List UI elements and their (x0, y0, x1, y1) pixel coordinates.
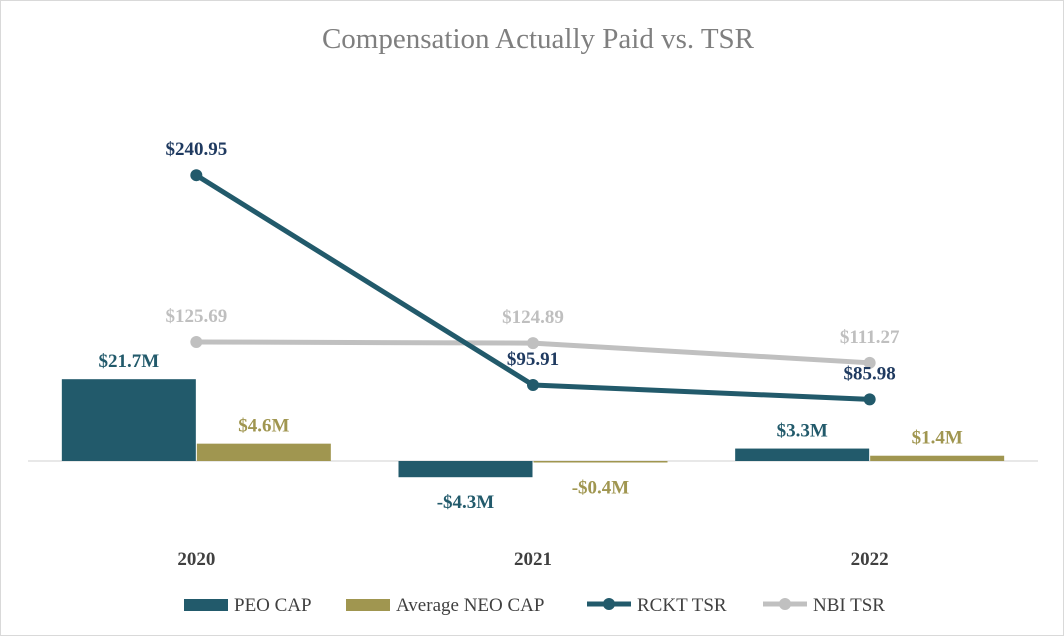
bar-data-label: -$4.3M (437, 492, 495, 513)
line-data-label: $85.98 (844, 363, 896, 384)
x-tick-label: 2022 (851, 549, 889, 570)
bar-data-label: $3.3M (777, 421, 828, 442)
line-point-rckt-tsr-2020 (190, 169, 203, 182)
line-data-label: $111.27 (840, 327, 900, 348)
legend-label: PEO CAP (234, 595, 312, 616)
legend-item-nbi-tsr: NBI TSR (763, 595, 885, 616)
legend-item-rckt-tsr: RCKT TSR (587, 595, 727, 616)
x-tick-label: 2020 (177, 549, 215, 570)
data-labels-layer: $21.7M -$4.3M $3.3M $4.6M -$0.4M $1.4M $125.69… (98, 139, 962, 513)
bar-peo-cap-2022 (735, 448, 870, 461)
legend-swatch (184, 599, 228, 611)
bar-data-label: $4.6M (238, 416, 289, 437)
bar-peo-cap-2021 (398, 461, 533, 478)
line-point-rckt-tsr-2022 (863, 393, 876, 406)
legend-label: Average NEO CAP (396, 595, 544, 616)
category-labels-layer: 2020 2021 2022 (177, 549, 888, 570)
bar-data-label: -$0.4M (572, 478, 630, 499)
bar-average-neo-cap-2022 (870, 455, 1005, 461)
line-data-label: $240.95 (165, 139, 227, 160)
line-data-label: $95.91 (507, 349, 559, 370)
legend-label: NBI TSR (813, 595, 885, 616)
line-point-nbi-tsr-2020 (190, 335, 203, 348)
x-tick-label: 2021 (514, 549, 552, 570)
line-point-rckt-tsr-2021 (527, 379, 539, 392)
bar-data-label: $21.7M (98, 351, 159, 372)
bar-peo-cap-2020 (61, 379, 196, 461)
bar-average-neo-cap-2020 (196, 443, 331, 461)
bar-average-neo-cap-2021 (533, 461, 668, 463)
lines-layer (190, 169, 876, 406)
line-point-nbi-tsr-2021 (527, 337, 539, 350)
legend-swatch (346, 599, 390, 611)
bar-data-label: $1.4M (912, 428, 963, 449)
legend-item-peo-cap: PEO CAP (184, 595, 312, 616)
line-data-label: $125.69 (165, 306, 227, 327)
chart-title: Compensation Actually Paid vs. TSR (322, 23, 755, 55)
line-data-label: $124.89 (502, 307, 564, 328)
legend: PEO CAP Average NEO CAP RCKT TSR NBI TSR (184, 595, 885, 616)
legend-swatch-marker (603, 598, 615, 610)
legend-swatch-marker (779, 598, 791, 610)
bars-layer (61, 379, 1005, 478)
legend-item-average-neo-cap: Average NEO CAP (346, 595, 544, 616)
line-point-nbi-tsr-2022 (863, 356, 876, 369)
legend-label: RCKT TSR (637, 595, 727, 616)
